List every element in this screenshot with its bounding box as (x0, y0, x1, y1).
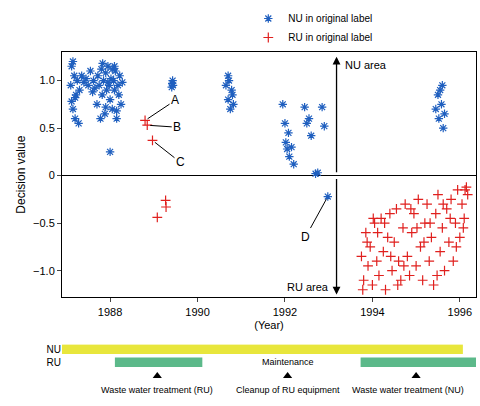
svg-text:NU: NU (47, 344, 61, 355)
svg-text:1994: 1994 (360, 306, 384, 318)
svg-text:Waste water treatment (NU): Waste water treatment (NU) (352, 385, 464, 395)
svg-text:RU area: RU area (287, 281, 329, 293)
svg-text:Cleanup of RU equipment: Cleanup of RU equipment (236, 385, 340, 395)
svg-text:NU in original label: NU in original label (288, 13, 372, 24)
svg-text:1990: 1990 (185, 306, 209, 318)
svg-text:NU area: NU area (345, 59, 387, 71)
svg-text:1988: 1988 (98, 306, 122, 318)
svg-text:0: 0 (49, 169, 55, 181)
svg-text:C: C (176, 155, 185, 169)
svg-text:Waste water treatment (RU): Waste water treatment (RU) (101, 385, 213, 395)
svg-text:RU: RU (47, 357, 61, 368)
svg-text:1996: 1996 (448, 306, 472, 318)
svg-text:(Year): (Year) (254, 319, 284, 331)
svg-text:−1.0: −1.0 (33, 265, 55, 277)
svg-text:−0.5: −0.5 (33, 217, 55, 229)
svg-text:0.5: 0.5 (40, 122, 55, 134)
svg-text:Maintenance: Maintenance (262, 357, 314, 367)
svg-text:RU in original label: RU in original label (288, 32, 372, 43)
svg-text:1992: 1992 (273, 306, 297, 318)
svg-text:Decision value: Decision value (14, 135, 28, 213)
svg-text:D: D (301, 230, 310, 244)
svg-text:B: B (173, 120, 181, 134)
svg-text:1.0: 1.0 (40, 74, 55, 86)
svg-text:A: A (171, 93, 179, 107)
